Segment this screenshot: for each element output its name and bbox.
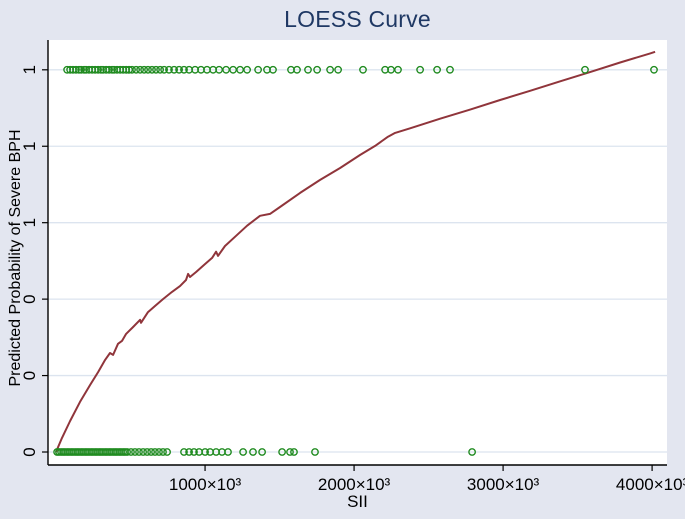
x-tick-label: 4000×10³ — [616, 475, 685, 494]
y-tick-label: 1 — [20, 218, 39, 227]
scatter-point — [123, 448, 132, 456]
scatter-point — [258, 448, 266, 456]
scatter-point — [151, 448, 159, 456]
y-axis-label: Predicted Probability of Severe BPH — [7, 129, 24, 387]
scatter-point — [148, 65, 156, 74]
scatter-point — [180, 448, 188, 456]
x-axis-label: SII — [347, 492, 368, 511]
scatter-point — [72, 65, 80, 74]
chart-title: LOESS Curve — [284, 6, 431, 32]
scatter-point — [77, 65, 86, 74]
scatter-point — [359, 65, 367, 74]
scatter-point — [249, 448, 257, 456]
scatter-point — [144, 65, 152, 74]
scatter-point — [94, 65, 103, 74]
scatter-point — [334, 65, 342, 74]
scatter-point — [135, 448, 143, 456]
scatter-point — [304, 65, 312, 74]
scatter-point — [140, 65, 149, 74]
x-tick-label: 1000×10³ — [169, 475, 242, 494]
scatter-point — [433, 65, 441, 74]
scatter-point — [163, 448, 172, 456]
scatter-point — [286, 448, 294, 456]
plot-region — [48, 40, 667, 465]
scatter-point — [416, 65, 424, 74]
scatter-point — [239, 448, 248, 456]
scatter-point — [293, 65, 301, 74]
y-tick-label: 1 — [20, 142, 39, 151]
scatter-point — [175, 65, 184, 74]
scatter-point — [311, 448, 319, 456]
scatter-point — [290, 448, 298, 456]
scatter-point — [170, 65, 179, 74]
scatter-point — [394, 65, 402, 74]
scatter-point — [446, 65, 454, 74]
scatter-point — [326, 65, 334, 74]
scatter-point — [165, 65, 173, 74]
scatter-point — [152, 65, 160, 74]
scatter-point — [180, 65, 188, 74]
scatter-point — [201, 448, 210, 456]
scatter-point — [132, 65, 141, 74]
scatter-point — [159, 448, 167, 456]
scatter-point — [650, 65, 658, 74]
scatter-point — [155, 448, 163, 456]
scatter-point — [254, 65, 263, 74]
y-tick-label: 0 — [20, 371, 39, 380]
scatter-point — [147, 448, 156, 456]
scatter-point — [131, 448, 139, 456]
loess-curve — [55, 50, 656, 453]
scatter-point — [278, 448, 286, 456]
y-tick-label: 0 — [20, 294, 39, 303]
scatter-point — [160, 65, 169, 74]
scatter-point — [243, 65, 252, 74]
scatter-point — [185, 448, 194, 456]
scatter-point — [127, 448, 135, 456]
scatter-point — [269, 65, 277, 74]
scatter-point — [224, 448, 232, 456]
scatter-point — [136, 65, 145, 74]
scatter-point — [156, 65, 165, 74]
y-tick-label: 1 — [20, 65, 39, 74]
x-tick-label: 3000×10³ — [467, 475, 540, 494]
y-tick-label: 0 — [20, 447, 39, 456]
scatter-point — [105, 65, 114, 74]
scatter-point — [468, 448, 476, 456]
scatter-point — [143, 448, 152, 456]
scatter-point — [581, 65, 589, 74]
scatter-point — [128, 65, 136, 74]
scatter-point — [190, 448, 198, 456]
scatter-point — [139, 448, 148, 456]
scatter-point — [313, 65, 321, 74]
x-tick-label: 2000×10³ — [318, 475, 391, 494]
